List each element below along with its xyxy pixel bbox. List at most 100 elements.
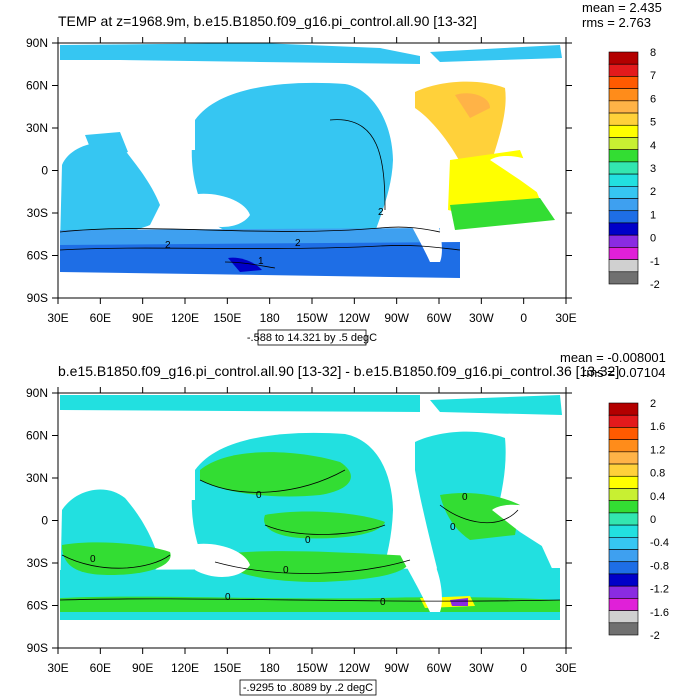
colorbar-swatch xyxy=(608,76,639,89)
x-tick-label: 0 xyxy=(520,311,527,325)
colorbar-swatch xyxy=(608,475,639,489)
y-tick-label: 30S xyxy=(27,556,48,570)
x-tick-label: 30W xyxy=(469,661,494,675)
colorbar-label: 2 xyxy=(650,186,656,198)
colorbar-swatch xyxy=(608,112,639,126)
x-tick-label: 30E xyxy=(47,311,68,325)
colorbar-swatch xyxy=(608,524,639,538)
x-tick-label: 30E xyxy=(555,661,576,675)
colorbar-label: 8 xyxy=(650,47,656,59)
x-tick-label: 30W xyxy=(469,311,494,325)
colorbar-swatch xyxy=(608,124,639,138)
p1-indian-ocean xyxy=(60,142,160,245)
p2-land-asia xyxy=(125,435,195,500)
panel-2-map: 0 0 0 0 0 0 0 0 xyxy=(58,393,566,648)
colorbar-swatch xyxy=(608,222,639,236)
colorbar-swatch xyxy=(608,500,639,514)
panel-2-title: b.e15.B1850.f09_g16.pi_control.all.90 [1… xyxy=(58,363,619,379)
colorbar-label: 5 xyxy=(650,117,656,129)
p2-contour-label-6: 0 xyxy=(90,554,96,565)
colorbar-swatch xyxy=(608,161,639,175)
x-tick-label: 90E xyxy=(132,661,153,675)
x-tick-label: 90E xyxy=(132,311,153,325)
p2-land-africa xyxy=(492,504,560,550)
colorbar-swatch xyxy=(608,439,639,453)
x-tick-label: 120W xyxy=(339,661,371,675)
x-tick-label: 120E xyxy=(171,311,199,325)
colorbar-swatch xyxy=(608,198,639,212)
panel-1: TEMP at z=1968.9m, b.e15.B1850.f09_g16.p… xyxy=(26,0,662,346)
colorbar-label: -2 xyxy=(650,279,660,291)
p2-contour-label-2: 0 xyxy=(305,535,311,546)
p1-land-asia xyxy=(125,85,195,150)
colorbar-label: 3 xyxy=(650,163,656,175)
p2-purple-spot xyxy=(450,598,468,606)
y-tick-label: 30S xyxy=(27,206,48,220)
p1-land-antarctica xyxy=(58,280,566,298)
p2-arctic-east xyxy=(430,395,562,415)
panel-2-contour-info: -.9295 to .8089 by .2 degC xyxy=(243,682,373,694)
colorbar-label: -1 xyxy=(650,256,660,268)
colorbar-swatch xyxy=(608,402,639,416)
colorbar-swatch xyxy=(608,149,639,163)
y-tick-label: 90N xyxy=(26,36,48,50)
x-tick-label: 60W xyxy=(427,661,452,675)
colorbar-swatch xyxy=(608,427,639,440)
p2-green-north-pacific xyxy=(200,452,351,497)
x-tick-label: 90W xyxy=(384,311,409,325)
x-tick-label: 0 xyxy=(520,661,527,675)
y-tick-label: 60N xyxy=(26,79,48,93)
x-tick-label: 150E xyxy=(213,661,241,675)
colorbar-label: 1.6 xyxy=(650,421,665,433)
p1-arctic xyxy=(60,43,420,64)
p2-contour-label-5: 0 xyxy=(462,492,468,503)
y-tick-label: 0 xyxy=(41,164,48,178)
colorbar-swatch xyxy=(608,463,639,477)
p2-land-antarctica xyxy=(58,630,566,648)
p1-arctic-east xyxy=(430,45,562,62)
x-tick-label: 180 xyxy=(260,661,280,675)
x-tick-label: 60E xyxy=(90,311,111,325)
y-tick-label: 90N xyxy=(26,386,48,400)
panel-1-rms: rms = 2.763 xyxy=(582,15,651,30)
colorbar-swatch xyxy=(608,414,639,428)
colorbar-swatch xyxy=(608,561,639,575)
p1-land-australia xyxy=(190,193,250,227)
p2-green-indian xyxy=(62,542,171,575)
p1-contour-label-2: 2 xyxy=(295,238,301,249)
y-tick-label: 60S xyxy=(27,249,48,263)
p1-contour-label-1: 2 xyxy=(378,207,384,218)
p2-contour-label-3: 0 xyxy=(283,565,289,576)
p1-atlantic-green xyxy=(450,198,555,230)
colorbar-label: 0 xyxy=(650,514,656,526)
y-tick-label: 60N xyxy=(26,429,48,443)
colorbar-swatch xyxy=(608,100,639,114)
p2-contour-label-8: 0 xyxy=(380,597,386,608)
p2-green-atlantic xyxy=(440,493,520,540)
p1-contour-label-4: 1 xyxy=(258,256,264,267)
colorbar-swatch xyxy=(608,137,639,150)
colorbar-swatch xyxy=(608,598,639,611)
p1-land-americas xyxy=(395,100,442,262)
panel-1-mean: mean = 2.435 xyxy=(582,0,662,15)
y-tick-label: 60S xyxy=(27,599,48,613)
colorbar-label: -1.6 xyxy=(650,607,669,619)
colorbar-swatch xyxy=(608,537,639,550)
panel-2: b.e15.B1850.f09_g16.pi_control.all.90 [1… xyxy=(26,350,669,696)
colorbar-swatch xyxy=(608,488,639,501)
x-tick-label: 60E xyxy=(90,661,111,675)
x-tick-label: 120E xyxy=(171,661,199,675)
colorbar-label: 2 xyxy=(650,398,656,410)
p1-atlantic-orange xyxy=(455,93,490,118)
colorbar-swatch xyxy=(608,271,639,285)
colorbar-swatch xyxy=(608,186,639,199)
p2-contour-label-4: 0 xyxy=(225,592,231,603)
colorbar-swatch xyxy=(608,451,639,465)
x-tick-label: 90W xyxy=(384,661,409,675)
x-tick-label: 30E xyxy=(555,311,576,325)
panel-2-colorbar: 2 1.6 1.2 0.8 0.4 0 -0.4 -0.8 -1.2 -1.6 -2 xyxy=(608,398,669,642)
panel-2-rms: rms = 0.07104 xyxy=(582,365,665,380)
p1-ross-navy xyxy=(228,257,262,272)
panel-1-title: TEMP at z=1968.9m, b.e15.B1850.f09_g16.p… xyxy=(58,13,477,29)
x-tick-label: 180 xyxy=(260,311,280,325)
